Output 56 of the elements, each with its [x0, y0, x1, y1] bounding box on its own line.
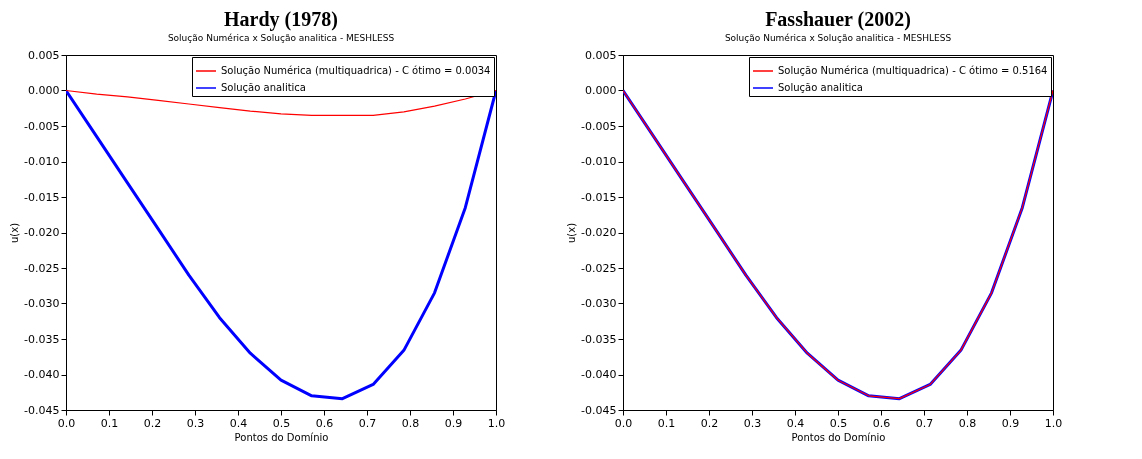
y-tick-label: 0.005	[28, 48, 60, 62]
y-tick-label: -0.045	[581, 403, 617, 417]
x-tick-label: 1.0	[1044, 416, 1063, 430]
y-tick-label: 0.000	[28, 84, 60, 97]
x-tick-label: 0.4	[229, 416, 248, 430]
x-tick-label: 0.3	[743, 416, 762, 430]
y-tick-label: -0.010	[581, 155, 617, 168]
y-tick-label: 0.005	[585, 48, 617, 62]
y-tick-label: -0.005	[581, 119, 617, 133]
y-tick-label: -0.030	[581, 297, 617, 310]
x-tick-label: 0.6	[872, 416, 891, 430]
legend-label: Solução Numérica (multiquadrica) - C ótimo = 0.5164	[778, 65, 1048, 76]
legend-label: Solução Numérica (multiquadrica) - C ótimo = 0.0034	[221, 65, 491, 76]
y-tick-label: -0.005	[24, 119, 60, 133]
x-tick-label: 0.4	[786, 416, 805, 430]
x-tick-label: 0.0	[614, 416, 633, 430]
x-tick-label: 0.5	[829, 416, 848, 430]
legend-label: Solução analitica	[221, 82, 306, 93]
y-tick-label: -0.015	[581, 190, 617, 204]
x-tick-label: 0.8	[958, 416, 977, 430]
x-tick-label: 0.7	[915, 416, 934, 430]
y-tick-label: 0.000	[585, 84, 617, 97]
x-tick-label: 0.9	[444, 416, 463, 430]
y-tick-label: -0.035	[581, 332, 617, 346]
x-tick-label: 0.1	[100, 416, 119, 430]
x-tick-label: 0.3	[186, 416, 205, 430]
x-tick-label: 1.0	[487, 416, 506, 430]
y-axis-title: u(x)	[9, 222, 21, 244]
x-tick-label: 0.9	[1001, 416, 1020, 430]
x-tick-label: 0.6	[315, 416, 334, 430]
x-tick-label: 0.2	[700, 416, 719, 430]
x-tick-label: 0.0	[57, 416, 76, 430]
x-tick-label: 0.1	[657, 416, 676, 430]
y-tick-label: -0.015	[24, 190, 60, 204]
y-tick-label: -0.040	[24, 368, 60, 381]
y-tick-label: -0.025	[24, 261, 60, 275]
y-tick-label: -0.025	[581, 261, 617, 275]
chart-subtitle: Solução Numérica x Solução analitica - MESHLESS	[724, 33, 952, 43]
x-axis-title: Pontos do Domínio	[234, 431, 329, 443]
x-tick-label: 0.2	[143, 416, 162, 430]
chart-title: Fasshauer (2002)	[765, 8, 911, 31]
x-tick-label: 0.7	[358, 416, 377, 430]
legend-label: Solução analitica	[778, 82, 863, 93]
x-tick-label: 0.5	[272, 416, 291, 430]
y-tick-label: -0.020	[24, 226, 60, 239]
y-tick-label: -0.030	[24, 297, 60, 310]
chart-subtitle: Solução Numérica x Solução analitica - MESHLESS	[167, 33, 395, 43]
x-tick-label: 0.8	[401, 416, 420, 430]
y-axis-title: u(x)	[566, 222, 578, 244]
y-tick-label: -0.035	[24, 332, 60, 346]
y-tick-label: -0.040	[581, 368, 617, 381]
y-tick-label: -0.045	[24, 403, 60, 417]
y-tick-label: -0.020	[581, 226, 617, 239]
y-tick-label: -0.010	[24, 155, 60, 168]
chart-title: Hardy (1978)	[224, 8, 338, 31]
x-axis-title: Pontos do Domínio	[791, 431, 886, 443]
